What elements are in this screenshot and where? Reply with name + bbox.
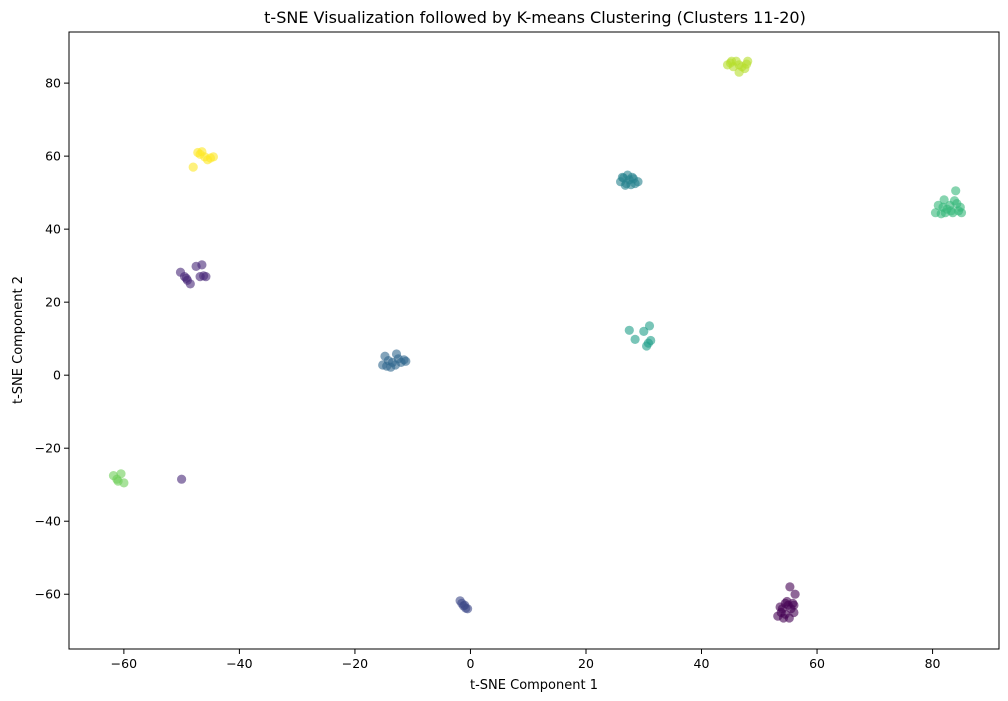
scatter-point: [623, 170, 633, 180]
scatter-point: [775, 602, 785, 612]
scatter-point: [624, 325, 634, 335]
x-tick-label: −60: [111, 656, 137, 671]
scatter-point: [460, 600, 470, 610]
x-tick-label: 80: [925, 656, 941, 671]
scatter-point: [639, 326, 649, 336]
scatter-point: [951, 186, 961, 196]
scatter-point: [780, 609, 790, 619]
y-tick-label: −40: [35, 514, 61, 529]
scatter-point: [401, 356, 411, 366]
y-tick-label: −20: [35, 441, 61, 456]
y-axis-label: t-SNE Component 2: [11, 276, 26, 404]
scatter-point: [727, 56, 737, 66]
scatter-point: [785, 582, 795, 592]
x-tick-label: 0: [466, 656, 474, 671]
y-tick-label: −60: [35, 587, 61, 602]
x-tick-label: −20: [342, 656, 368, 671]
plot-frame: [68, 31, 1000, 650]
scatter-point: [939, 195, 949, 205]
scatter-point: [175, 267, 186, 277]
scatter-point: [952, 199, 962, 209]
x-tick-label: 20: [578, 656, 594, 671]
scatter-points: [108, 56, 967, 623]
x-axis: −60 −40 −20 0 20 40 60 80: [111, 649, 941, 671]
scatter-point: [643, 338, 654, 348]
scatter-point: [195, 272, 205, 282]
scatter-point: [644, 321, 655, 331]
x-tick-label: −40: [226, 656, 252, 671]
x-axis-label: t-SNE Component 1: [470, 678, 598, 693]
y-tick-label: 0: [53, 368, 61, 383]
scatter-point: [112, 474, 122, 484]
scatter-point: [181, 273, 191, 283]
y-axis: −60 −40 −20 0 20 40 60 80: [35, 76, 69, 602]
scatter-point: [208, 152, 218, 162]
x-tick-label: 40: [694, 656, 710, 671]
y-tick-label: 40: [45, 222, 61, 237]
y-tick-label: 20: [45, 295, 61, 310]
scatter-point: [938, 202, 948, 212]
scatter-point: [734, 67, 744, 77]
scatter-point: [195, 149, 205, 159]
scatter-point: [177, 474, 187, 484]
scatter-point: [946, 206, 956, 216]
y-tick-label: 80: [45, 76, 61, 91]
scatter-point: [790, 589, 800, 599]
y-tick-label: 60: [45, 149, 61, 164]
chart-title: t-SNE Visualization followed by K-means …: [264, 8, 806, 27]
scatter-point: [188, 162, 198, 172]
scatter-point: [386, 362, 396, 372]
scatter-point: [788, 598, 798, 609]
scatter-point: [197, 260, 207, 270]
scatter-point: [119, 478, 129, 488]
scatter-point: [742, 59, 752, 69]
scatter-point: [630, 334, 640, 344]
x-tick-label: 60: [809, 656, 825, 671]
